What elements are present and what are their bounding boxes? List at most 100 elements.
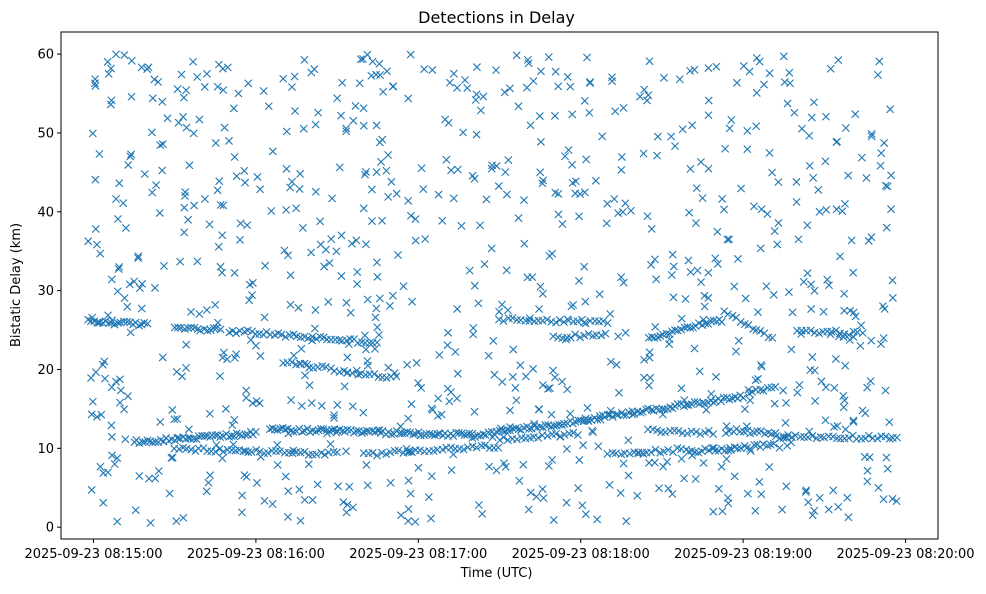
data-point xyxy=(345,482,354,491)
data-point xyxy=(218,231,227,240)
data-point xyxy=(861,434,870,443)
data-point xyxy=(795,381,804,389)
data-point xyxy=(416,431,425,440)
data-point xyxy=(685,208,694,217)
data-point xyxy=(838,207,847,216)
data-point xyxy=(611,107,620,116)
data-point xyxy=(647,224,656,233)
data-point xyxy=(827,327,836,336)
data-point xyxy=(591,176,600,185)
data-point xyxy=(330,411,339,420)
data-point xyxy=(488,433,497,442)
data-point xyxy=(163,114,172,123)
data-point xyxy=(459,128,468,137)
data-point xyxy=(138,279,147,288)
data-point xyxy=(244,79,253,88)
data-point xyxy=(284,487,293,496)
data-point xyxy=(406,50,415,59)
data-point xyxy=(558,220,567,228)
data-point xyxy=(158,97,167,106)
data-point xyxy=(585,79,594,87)
data-point xyxy=(347,239,356,248)
data-point xyxy=(675,75,684,84)
data-point xyxy=(810,506,819,515)
data-point xyxy=(382,67,391,76)
data-point xyxy=(120,405,129,414)
data-point xyxy=(111,377,120,386)
data-point xyxy=(172,517,181,526)
data-point xyxy=(892,497,901,506)
data-point xyxy=(154,77,163,86)
data-point xyxy=(502,266,511,275)
data-point xyxy=(568,110,577,119)
data-point xyxy=(260,496,269,505)
data-point xyxy=(578,501,587,510)
data-point xyxy=(599,317,608,326)
data-point xyxy=(693,266,702,275)
data-point xyxy=(126,328,135,337)
data-point xyxy=(311,187,320,196)
data-point xyxy=(699,315,708,324)
y-tick-label: 0 xyxy=(46,521,54,536)
data-point xyxy=(444,118,453,127)
data-point xyxy=(769,290,778,299)
data-point xyxy=(211,139,220,148)
data-point xyxy=(534,433,543,442)
data-point xyxy=(810,286,819,295)
data-point xyxy=(688,451,697,460)
data-point xyxy=(245,296,254,305)
data-point xyxy=(187,445,196,454)
data-point xyxy=(563,315,572,324)
data-point xyxy=(333,94,342,103)
data-point xyxy=(839,403,848,412)
data-point xyxy=(879,334,888,343)
data-point xyxy=(881,181,890,190)
data-points xyxy=(84,50,901,527)
data-point xyxy=(229,104,238,113)
data-point xyxy=(704,164,713,173)
data-point xyxy=(612,410,621,419)
data-point xyxy=(304,334,313,343)
data-point xyxy=(677,384,686,393)
data-point xyxy=(836,252,845,261)
data-point xyxy=(307,399,316,408)
data-point xyxy=(681,295,690,303)
data-point xyxy=(549,366,558,375)
data-point xyxy=(867,233,876,242)
data-point xyxy=(230,153,239,162)
data-point xyxy=(581,319,590,328)
data-point xyxy=(883,182,892,191)
data-point xyxy=(470,281,479,290)
data-point xyxy=(213,82,222,91)
data-point xyxy=(775,443,784,452)
data-point xyxy=(886,105,895,114)
data-point xyxy=(359,408,368,417)
data-point xyxy=(723,493,732,502)
data-point xyxy=(732,78,741,87)
data-point xyxy=(819,433,828,442)
data-point xyxy=(116,386,125,395)
data-point xyxy=(113,214,122,223)
data-point xyxy=(499,433,508,442)
data-point xyxy=(666,403,675,412)
data-point xyxy=(568,160,577,169)
y-tick-label: 40 xyxy=(37,205,54,220)
data-point xyxy=(833,434,842,443)
data-point xyxy=(603,199,612,208)
data-point xyxy=(650,333,659,342)
data-point xyxy=(702,405,711,414)
data-point xyxy=(216,262,225,271)
data-point xyxy=(885,418,894,427)
data-point xyxy=(575,455,584,464)
data-point xyxy=(353,279,362,288)
data-point xyxy=(804,498,813,507)
data-point xyxy=(115,263,124,271)
data-point xyxy=(745,389,754,398)
data-point xyxy=(138,438,147,447)
data-point xyxy=(356,55,365,64)
data-point xyxy=(474,500,483,509)
data-point xyxy=(126,152,135,161)
data-point xyxy=(619,411,628,420)
data-point xyxy=(328,194,337,203)
data-point xyxy=(248,291,257,300)
